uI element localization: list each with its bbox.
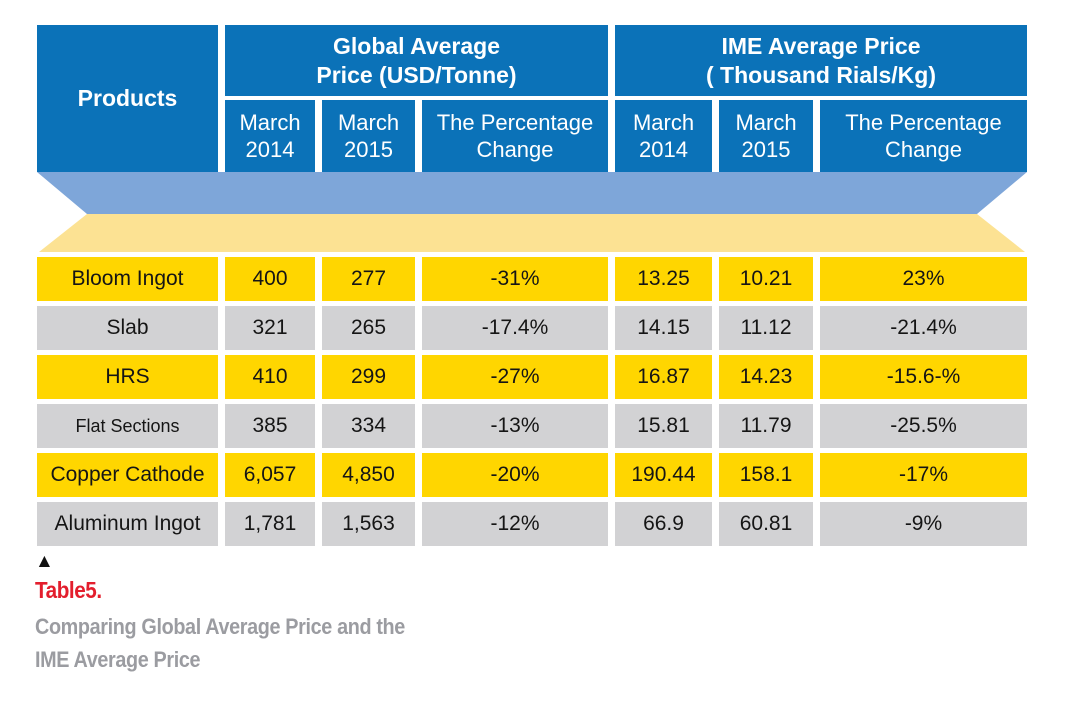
table-row: Slab 321 265 -17.4% 14.15 11.12 -21.4% — [37, 306, 1027, 350]
table-row: Bloom Ingot 400 277 -31% 13.25 10.21 23% — [37, 257, 1027, 301]
table-caption: ▲ Table5. Comparing Global Average Price… — [35, 552, 446, 676]
table-caption-label: Table5. — [35, 577, 102, 603]
value-cell: -17% — [820, 453, 1027, 497]
value-cell: -31% — [422, 257, 608, 301]
value-cell: 66.9 — [615, 502, 712, 546]
group-global-title-line2: Price (USD/Tonne) — [316, 61, 517, 88]
blue-trapezoid-decoration — [37, 172, 1027, 214]
value-cell: 13.25 — [615, 257, 712, 301]
value-cell: 1,563 — [322, 502, 415, 546]
value-cell: 321 — [225, 306, 315, 350]
value-cell: 158.1 — [719, 453, 813, 497]
value-cell: 11.79 — [719, 404, 813, 448]
products-header-cell: Products — [37, 25, 218, 172]
table-caption-text: Comparing Global Average Price and the I… — [35, 610, 405, 676]
value-cell: 265 — [322, 306, 415, 350]
product-cell: Bloom Ingot — [37, 257, 218, 301]
value-cell: 6,057 — [225, 453, 315, 497]
value-cell: -25.5% — [820, 404, 1027, 448]
product-cell: Slab — [37, 306, 218, 350]
group-ime-title-line1: IME Average Price — [721, 32, 921, 59]
subheader-global-march-2015: March 2015 — [322, 100, 415, 172]
value-cell: 16.87 — [615, 355, 712, 399]
group-header-ime: IME Average Price ( Thousand Rials/Kg) — [615, 25, 1027, 96]
value-cell: 410 — [225, 355, 315, 399]
product-cell: Copper Cathode — [37, 453, 218, 497]
value-cell: 190.44 — [615, 453, 712, 497]
table-row: Copper Cathode 6,057 4,850 -20% 190.44 1… — [37, 453, 1027, 497]
value-cell: 1,781 — [225, 502, 315, 546]
value-cell: 14.15 — [615, 306, 712, 350]
value-cell: 15.81 — [615, 404, 712, 448]
value-cell: 299 — [322, 355, 415, 399]
yellow-trapezoid-decoration — [37, 214, 1027, 252]
table-row: HRS 410 299 -27% 16.87 14.23 -15.6-% — [37, 355, 1027, 399]
value-cell: 4,850 — [322, 453, 415, 497]
value-cell: -20% — [422, 453, 608, 497]
value-cell: 400 — [225, 257, 315, 301]
product-cell: HRS — [37, 355, 218, 399]
value-cell: -21.4% — [820, 306, 1027, 350]
value-cell: 334 — [322, 404, 415, 448]
group-global-title-line1: Global Average — [332, 32, 501, 59]
subheader-ime-march-2014: March 2014 — [615, 100, 712, 172]
value-cell: 23% — [820, 257, 1027, 301]
group-header-global: Global Average Price (USD/Tonne) — [225, 25, 608, 96]
value-cell: -27% — [422, 355, 608, 399]
product-cell: Aluminum Ingot — [37, 502, 218, 546]
group-ime-title-line2: ( Thousand Rials/Kg) — [706, 61, 936, 88]
caption-text-line1: Comparing Global Average Price and the — [35, 614, 405, 639]
subheader-ime-percentage-change: The Percentage Change — [820, 100, 1027, 172]
value-cell: 60.81 — [719, 502, 813, 546]
value-cell: 10.21 — [719, 257, 813, 301]
price-comparison-table: Products Global Average Price (USD/Tonne… — [37, 25, 1027, 546]
table-row: Aluminum Ingot 1,781 1,563 -12% 66.9 60.… — [37, 502, 1027, 546]
product-cell: Flat Sections — [37, 404, 218, 448]
value-cell: -17.4% — [422, 306, 608, 350]
table-header: Products Global Average Price (USD/Tonne… — [37, 25, 1027, 172]
value-cell: 385 — [225, 404, 315, 448]
table-row: Flat Sections 385 334 -13% 15.81 11.79 -… — [37, 404, 1027, 448]
value-cell: 14.23 — [719, 355, 813, 399]
subheader-global-march-2014: March 2014 — [225, 100, 315, 172]
value-cell: 11.12 — [719, 306, 813, 350]
value-cell: -12% — [422, 502, 608, 546]
value-cell: -9% — [820, 502, 1027, 546]
value-cell: -15.6-% — [820, 355, 1027, 399]
caption-text-line2: IME Average Price — [35, 647, 201, 672]
triangle-up-icon: ▲ — [35, 551, 54, 572]
subheader-global-percentage-change: The Percentage Change — [422, 100, 608, 172]
subheader-ime-march-2015: March 2015 — [719, 100, 813, 172]
products-header-label: Products — [77, 85, 178, 111]
value-cell: 277 — [322, 257, 415, 301]
value-cell: -13% — [422, 404, 608, 448]
